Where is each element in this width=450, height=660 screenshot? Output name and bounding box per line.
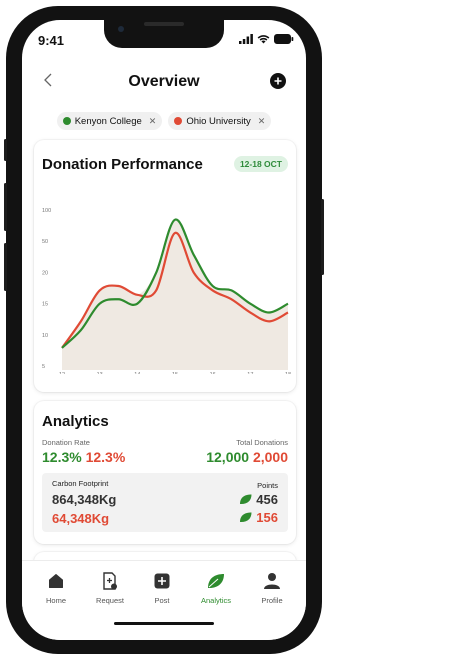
carbon-footprint-ohio: 64,348Kg — [52, 511, 110, 526]
tab-label: Home — [45, 596, 66, 605]
carbon-footprint-panel: Carbon Footprint 864,348Kg 64,348Kg Poin… — [42, 473, 288, 532]
home-icon — [49, 574, 63, 588]
tab-home[interactable]: Home — [28, 571, 84, 605]
y-tick-label: 15 — [42, 302, 48, 308]
card-title: Analytics — [42, 413, 109, 430]
chevron-left-icon — [44, 73, 52, 87]
points-kenyon: 456 — [239, 492, 278, 507]
chip-label: Ohio University — [186, 115, 251, 127]
filter-chip-ohio[interactable]: Ohio University ✕ — [168, 112, 272, 130]
add-button[interactable] — [270, 73, 286, 89]
card-title: Donation Performance — [42, 156, 203, 173]
points-ohio: 156 — [239, 510, 278, 525]
donation-line-chart: 100 50 20 15 10 5 12 13 14 15 16 17 18 — [42, 208, 291, 374]
speaker — [144, 22, 184, 26]
bottom-tab-bar: Home Request Post — [22, 560, 306, 640]
request-icon — [103, 572, 117, 590]
y-tick-label: 20 — [42, 270, 48, 276]
status-icons — [239, 34, 294, 44]
side-button — [4, 139, 7, 161]
profile-icon — [264, 573, 280, 589]
side-button — [4, 243, 7, 291]
tab-label: Post — [154, 596, 170, 605]
donation-rate-ohio: 12.3% — [85, 449, 126, 465]
x-tick-label: 13 — [97, 372, 103, 374]
y-tick-label: 10 — [42, 333, 48, 339]
y-tick-label: 50 — [42, 239, 48, 245]
status-time: 9:41 — [38, 33, 65, 48]
leaf-icon — [208, 574, 224, 589]
tab-analytics[interactable]: Analytics — [188, 571, 244, 605]
tab-profile[interactable]: Profile — [244, 571, 300, 605]
donation-rate-kenyon: 12.3% — [42, 449, 82, 465]
filter-chips: Kenyon College ✕ Ohio University ✕ — [22, 112, 306, 130]
header: Overview — [22, 64, 306, 102]
side-button — [4, 183, 7, 231]
phone-screen: 9:41 Overview — [22, 20, 306, 640]
tab-label: Analytics — [200, 596, 231, 605]
y-tick-label: 100 — [42, 208, 51, 214]
total-donations-label: Total Donations — [236, 438, 288, 447]
battery-icon — [274, 34, 294, 44]
chip-label: Kenyon College — [74, 115, 142, 127]
y-tick-label: 5 — [42, 364, 45, 370]
tab-label: Profile — [261, 596, 283, 605]
plus-icon — [274, 77, 282, 85]
post-icon — [154, 573, 170, 589]
x-tick-label: 18 — [285, 372, 291, 374]
camera-dot — [118, 26, 124, 32]
x-tick-label: 16 — [210, 372, 216, 374]
total-donations-kenyon: 12,000 — [206, 449, 250, 465]
close-icon[interactable]: ✕ — [257, 115, 266, 126]
home-indicator — [114, 622, 214, 625]
tab-label: Request — [96, 596, 124, 605]
chart-line-kenyon — [61, 218, 289, 349]
side-button — [321, 199, 324, 275]
chart-line-ohio — [61, 231, 289, 349]
back-button[interactable] — [40, 70, 56, 90]
green-dot-icon — [62, 117, 71, 125]
filter-chip-kenyon[interactable]: Kenyon College ✕ — [56, 112, 163, 130]
donation-rate-label: Donation Rate — [42, 438, 90, 447]
status-bar: 9:41 — [22, 20, 306, 58]
x-tick-label: 12 — [59, 372, 65, 374]
notch — [104, 20, 224, 48]
donation-rate-values: 12.3% 12.3% — [42, 449, 125, 465]
signal-icon — [239, 34, 253, 44]
leaf-icon — [240, 512, 252, 523]
close-icon[interactable]: ✕ — [148, 115, 157, 126]
tab-request[interactable]: Request — [82, 571, 138, 605]
wifi-icon — [257, 35, 270, 44]
points-value: 456 — [256, 492, 278, 507]
x-tick-label: 14 — [134, 372, 140, 374]
red-dot-icon — [174, 117, 183, 125]
leaf-icon — [240, 494, 252, 505]
total-donations-values: 12,000 2,000 — [206, 449, 288, 465]
date-range-badge[interactable]: 12-18 OCT — [233, 156, 288, 172]
carbon-footprint-label: Carbon Footprint — [52, 479, 109, 488]
x-tick-label: 15 — [172, 372, 178, 374]
donation-performance-card: Donation Performance 12-18 OCT 100 50 20 15… — [34, 140, 296, 392]
points-value: 156 — [256, 510, 278, 525]
carbon-footprint-kenyon: 864,348Kg — [52, 492, 117, 507]
points-label: Points — [257, 481, 278, 490]
tab-post[interactable]: Post — [134, 571, 190, 605]
x-tick-label: 17 — [247, 372, 253, 374]
page-title: Overview — [128, 73, 200, 90]
total-donations-ohio: 2,000 — [252, 449, 288, 465]
analytics-card: Analytics Donation Rate Total Donations … — [34, 401, 296, 544]
chart-area-fill — [62, 219, 288, 370]
